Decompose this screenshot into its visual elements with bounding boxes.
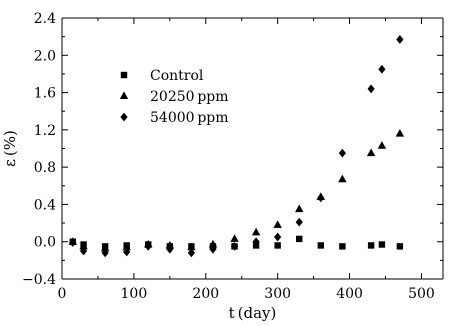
legend: Control 20250 ppm 54000 ppm (119, 68, 229, 126)
data-point-54000-ppm (295, 217, 303, 227)
data-point-54000-ppm (69, 238, 77, 248)
data-point-54000-ppm (79, 246, 88, 256)
y-tick-label: 2.4 (34, 11, 56, 27)
data-point-54000-ppm (209, 244, 217, 254)
data-point-20250-ppm (377, 141, 387, 149)
data-point-54000-ppm (396, 35, 404, 44)
data-point-54000-ppm (144, 241, 152, 251)
y-tick-label: 1.6 (34, 86, 56, 102)
data-point-54000-ppm (378, 64, 386, 74)
data-point-20250-ppm (273, 220, 282, 228)
data-point-20250-ppm (208, 239, 218, 248)
data-point-54000-ppm (101, 248, 109, 258)
legend-marker-20250-ppm (119, 91, 129, 99)
x-axis-label: t (day) (229, 304, 277, 322)
y-axis-label: ε (%) (1, 130, 19, 167)
data-point-20250-ppm (295, 204, 304, 213)
data-point-54000-ppm (338, 148, 346, 158)
x-tick-label: 300 (264, 286, 291, 302)
data-point-20250-ppm (230, 234, 239, 242)
data-point-20250-ppm (187, 242, 196, 251)
y-tick-label: 2.0 (34, 48, 56, 64)
data-point-control (317, 242, 324, 249)
y-tick-label: 1.2 (34, 123, 56, 139)
data-point-control (378, 241, 386, 248)
data-point-54000-ppm (317, 193, 325, 203)
data-point-control (296, 235, 303, 243)
data-point-control (367, 242, 375, 249)
data-point-20250-ppm (122, 242, 131, 251)
data-point-54000-ppm (166, 244, 174, 254)
data-point-54000-ppm (123, 247, 131, 257)
x-tick-label: 200 (192, 286, 219, 302)
legend-marker-54000-ppm (120, 112, 128, 122)
x-tick-label: 0 (58, 286, 67, 302)
data-point-20250-ppm (366, 148, 376, 157)
x-ticks: 0 100 200 300 400 500 (58, 18, 435, 302)
x-tick-label: 100 (121, 286, 148, 302)
data-point-20250-ppm (165, 240, 175, 249)
x-tick-label: 400 (336, 286, 363, 302)
data-point-control (339, 243, 346, 250)
y-ticks: −0.4 0.0 0.4 0.8 1.2 1.6 2.0 2.4 (22, 11, 443, 288)
data-point-20250-ppm (79, 241, 88, 250)
data-point-20250-ppm (395, 128, 405, 137)
y-tick-label: 0.4 (34, 197, 56, 213)
data-markers (68, 35, 405, 258)
data-point-20250-ppm (338, 174, 347, 183)
data-point-54000-ppm (367, 84, 375, 94)
data-point-54000-ppm (187, 248, 195, 258)
data-point-54000-ppm (252, 237, 260, 247)
y-tick-label: 0.0 (34, 235, 56, 251)
x-tick-label: 500 (408, 286, 435, 302)
data-point-54000-ppm (274, 232, 282, 242)
data-point-20250-ppm (100, 243, 110, 252)
y-tick-label: 0.8 (34, 160, 56, 176)
data-point-20250-ppm (251, 227, 261, 236)
y-tick-label: −0.4 (22, 272, 56, 288)
legend-marker-control (120, 71, 128, 79)
data-point-control (396, 243, 404, 250)
data-point-control (274, 242, 281, 249)
legend-label-54000-ppm: 54000 ppm (150, 110, 229, 126)
legend-label-control: Control (150, 68, 204, 84)
legend-label-20250-ppm: 20250 ppm (150, 89, 229, 105)
data-point-54000-ppm (230, 241, 239, 251)
